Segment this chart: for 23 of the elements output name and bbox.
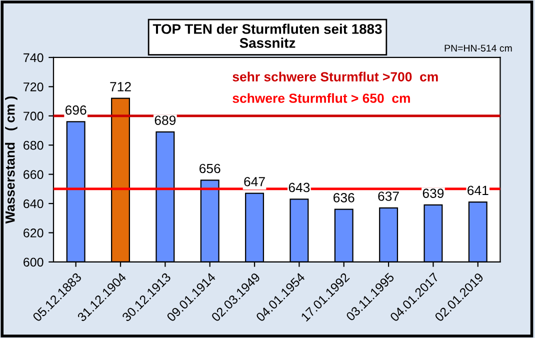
y-axis-title: Wasserstand ( cm ) — [5, 96, 18, 224]
data-label: 689 — [154, 116, 176, 125]
data-label: 712 — [110, 82, 131, 92]
chart-title: TOP TEN der Sturmfluten seit 1883 Sassnitz — [152, 24, 382, 48]
y-tick-label: 740 — [24, 53, 44, 62]
y-tick-label: 680 — [24, 140, 44, 150]
ref-line-label: schwere Sturmflut > 650 cm — [232, 93, 410, 103]
data-label: 637 — [378, 192, 399, 201]
data-label: 696 — [66, 105, 86, 115]
y-tick-label: 620 — [24, 228, 44, 238]
y-tick-label: 700 — [24, 112, 44, 121]
data-label: 639 — [422, 188, 444, 198]
y-tick-label: 720 — [24, 82, 44, 92]
data-label: 643 — [288, 182, 310, 192]
data-label: 647 — [244, 176, 265, 186]
y-tick-label: 600 — [24, 258, 44, 267]
data-label: 641 — [468, 186, 488, 196]
y-tick-label: 640 — [24, 199, 44, 208]
text: PN=HN-514 cm — [444, 44, 512, 52]
data-label: 656 — [200, 164, 220, 174]
ref-line-label: sehr schwere Sturmflut >700 cm — [232, 72, 438, 82]
y-tick-label: 660 — [24, 170, 44, 179]
data-label: 636 — [334, 193, 354, 202]
